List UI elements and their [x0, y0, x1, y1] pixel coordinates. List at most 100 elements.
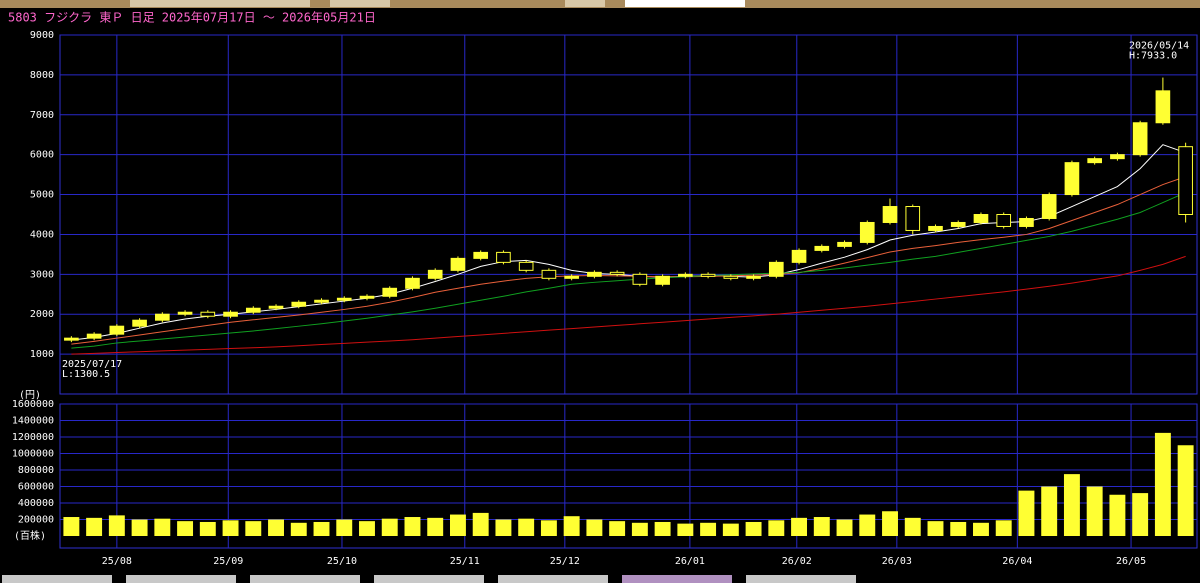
candle-body: [996, 214, 1012, 227]
toolbar-buttons[interactable]: [130, 0, 310, 7]
volume-bar: [290, 522, 307, 536]
candle-body: [268, 305, 284, 309]
y-tick-label: 1000000: [12, 449, 54, 460]
moving-average-line: [71, 176, 1186, 345]
y-tick-label: 1200000: [12, 432, 54, 443]
candle-body: [132, 319, 147, 327]
x-tick-label: 26/04: [1002, 556, 1032, 567]
volume-bar: [1132, 493, 1149, 536]
tabs: [2, 575, 856, 583]
toolbar-buttons[interactable]: [330, 0, 390, 7]
x-tick-label: 25/10: [327, 556, 357, 567]
volume-bar: [722, 523, 739, 536]
volume-bar: [404, 517, 421, 536]
candle-body: [973, 214, 989, 223]
candle-body: [64, 337, 79, 341]
y-tick-label: 5000: [30, 190, 54, 201]
volume-bar: [245, 521, 262, 536]
toolbar-input[interactable]: [625, 0, 745, 7]
candle-body: [928, 225, 943, 231]
volume-bar: [859, 514, 876, 536]
volume-bar: [108, 515, 125, 536]
price-panel: [59, 34, 1198, 395]
volume-bar: [813, 517, 830, 536]
annotation: 2026/05/14: [1129, 41, 1189, 52]
candle-body: [109, 325, 125, 335]
volume-bar: [472, 512, 489, 536]
candle-body: [86, 333, 102, 339]
volume-bar: [654, 521, 671, 536]
tab[interactable]: [374, 575, 484, 583]
x-tick-label: 26/05: [1116, 556, 1146, 567]
tab[interactable]: [746, 575, 856, 583]
candle-body: [564, 275, 579, 279]
volume-bar: [973, 522, 989, 536]
candle-body: [223, 311, 238, 317]
tab[interactable]: [250, 575, 360, 583]
candle-body: [518, 261, 534, 271]
candle-body: [155, 313, 170, 321]
candle-body: [678, 273, 693, 277]
candle-body: [1155, 90, 1171, 124]
volume-bar: [927, 521, 944, 536]
tab[interactable]: [498, 575, 608, 583]
y-tick-label: 800000: [18, 465, 54, 476]
y-tick-label: 9000: [30, 30, 54, 41]
candle-body: [200, 311, 216, 317]
volume-bar: [427, 517, 444, 536]
volume-bar: [563, 516, 580, 536]
candle-body: [1064, 162, 1080, 196]
candle-body: [814, 245, 830, 251]
candle-body: [587, 271, 602, 277]
candle-body: [245, 307, 261, 313]
annotation: 2025/07/17: [62, 359, 122, 370]
candle-body: [1087, 158, 1102, 164]
volume-bar: [313, 521, 330, 536]
y-tick-label: 1600000: [12, 399, 54, 410]
volume-bar: [1063, 474, 1080, 536]
volume-bar: [86, 517, 103, 536]
annotation: H:7933.0: [1129, 51, 1177, 62]
candle-body: [541, 269, 557, 279]
tab[interactable]: [2, 575, 112, 583]
volume-bar: [1109, 494, 1126, 536]
volume-bar: [1041, 486, 1058, 536]
y-tick-label: 3000: [30, 269, 54, 280]
annotation: L:1300.5: [62, 369, 110, 380]
candle-body: [359, 295, 375, 299]
candle-body: [473, 251, 489, 259]
x-tick-label: 25/11: [450, 556, 480, 567]
volume-bar: [950, 521, 967, 536]
volume-bar: [700, 522, 717, 536]
candle-body: [405, 277, 420, 289]
volume-bar: [1018, 490, 1035, 536]
volume-bar: [768, 520, 785, 536]
tab[interactable]: [126, 575, 236, 583]
y-tick-label: 6000: [30, 150, 54, 161]
y-tick-label: 7000: [30, 110, 54, 121]
candle-body: [382, 287, 398, 297]
candle-body: [1178, 146, 1193, 215]
candle-body: [905, 206, 921, 231]
y-tick-label: 2000: [30, 309, 54, 320]
candle-body: [746, 275, 761, 279]
candle-body: [837, 241, 852, 247]
x-tick-label: 25/08: [102, 556, 132, 567]
candle-body: [768, 261, 784, 277]
y-tick-label: 400000: [18, 498, 54, 509]
candle-body: [450, 257, 466, 271]
volume-bar: [359, 521, 375, 536]
volume-bar: [177, 521, 194, 536]
toolbar-buttons[interactable]: [565, 0, 605, 7]
volume-bar: [518, 518, 535, 536]
volume-bar: [495, 519, 512, 536]
volume-bar: [791, 517, 808, 536]
candle-body: [700, 273, 716, 277]
moving-average-line: [71, 144, 1186, 341]
volume-bar: [631, 522, 648, 536]
y-tick-label: 600000: [18, 482, 54, 493]
candle-body: [632, 273, 648, 285]
volume-bar: [381, 518, 398, 536]
tab[interactable]: [622, 575, 732, 583]
